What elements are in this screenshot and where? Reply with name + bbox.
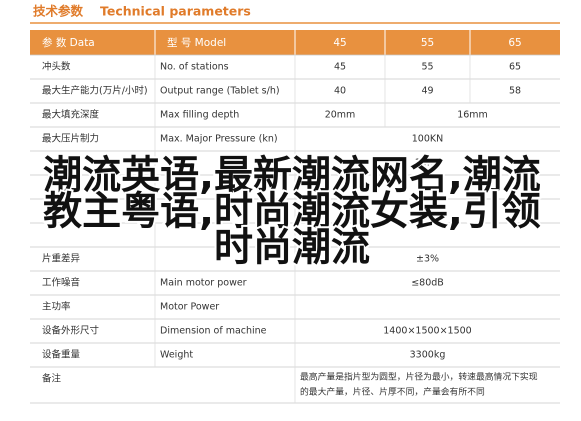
column-header: 45 xyxy=(333,37,346,49)
param-en: Main motor power xyxy=(160,278,247,289)
param-value: 16KN xyxy=(415,158,440,169)
param-value: 55 xyxy=(421,62,433,73)
column-header: 65 xyxy=(508,37,521,49)
param-en: No. of stations xyxy=(160,62,229,73)
param-value: 49 xyxy=(421,86,433,97)
param-value: ≤80dB xyxy=(411,278,444,289)
title-cn: 技术参数 xyxy=(33,4,84,19)
param-value: 3300kg xyxy=(410,350,446,361)
param-value: 20mm xyxy=(325,110,356,121)
overlay-text: 时尚潮流 xyxy=(214,226,370,271)
param-value: 1400×1500×1500 xyxy=(383,326,471,337)
param-cn: 最大生产能力(万片/小时) xyxy=(42,85,148,97)
param-value: 65 xyxy=(509,62,521,73)
param-value: ±3% xyxy=(416,254,439,265)
note-label: 备注 xyxy=(42,373,62,385)
param-en: Motor Power xyxy=(160,302,219,313)
param-en: Output range (Tablet s/h) xyxy=(160,86,280,97)
column-header: 55 xyxy=(421,37,434,49)
param-cn: 冲头数 xyxy=(42,61,71,73)
param-en: Max filling depth xyxy=(160,110,239,121)
overlay-text: 潮流英语,最新潮流网名,潮流 xyxy=(43,154,541,199)
note-text: 最高产量是指片型为圆型，片径为最小，转速最高情况下实现 xyxy=(300,371,538,383)
param-cn: 设备外形尺寸 xyxy=(42,325,100,337)
param-cn: 片重差异 xyxy=(42,253,81,265)
column-header: 参 数 Data xyxy=(42,36,95,49)
param-value: 100KN xyxy=(412,134,443,145)
param-cn: 主功率 xyxy=(42,301,71,313)
note-text: 的最大产量，片径、片厚不同，产量会有所不同 xyxy=(300,386,485,398)
param-value: 40 xyxy=(334,86,346,97)
title-en: Technical parameters xyxy=(100,4,251,19)
param-cn: 最大压片制力 xyxy=(42,133,99,145)
param-value: 45 xyxy=(334,62,346,73)
param-en: Dimension of machine xyxy=(160,326,267,337)
column-header: 型 号 Model xyxy=(167,36,226,49)
param-en: Weight xyxy=(160,350,193,361)
param-value: 16mm xyxy=(457,110,488,121)
param-cn: 最大填充深度 xyxy=(42,109,100,121)
param-cn: 工作噪音 xyxy=(42,277,80,289)
overlay-text: 教主粤语,时尚潮流女装,引领 xyxy=(43,190,541,235)
param-en: Max. Major Pressure (kn) xyxy=(160,134,278,145)
param-value: 58 xyxy=(509,86,521,97)
param-cn: 设备重量 xyxy=(42,349,81,361)
